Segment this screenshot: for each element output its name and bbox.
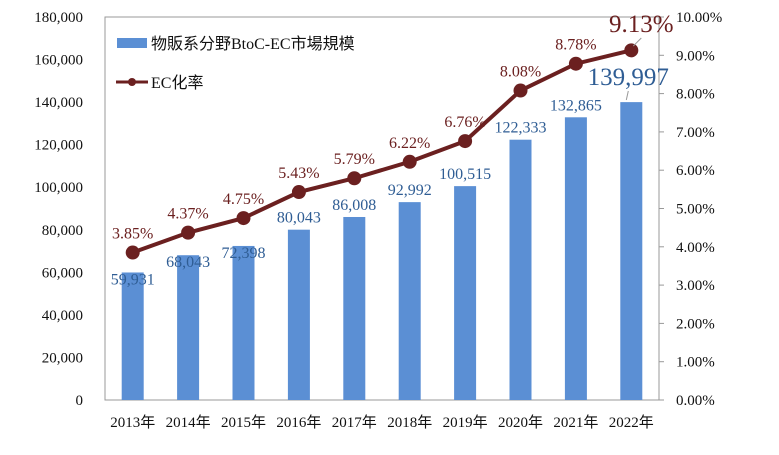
line-label-leader [632,37,642,47]
right-axis-tick-label: 9.00% [676,48,715,64]
bar [564,117,587,400]
line-data-label: 6.22% [389,135,430,152]
line-point [291,185,306,200]
right-axis-tick-label: 1.00% [676,355,715,371]
line-data-label: 4.37% [167,206,208,223]
right-axis-tick-label: 4.00% [676,240,715,256]
line-data-label: 8.78% [555,37,596,54]
bar-data-label: 132,865 [550,97,602,114]
left-axis-tick-label: 160,000 [34,53,83,69]
bar-data-label: 86,008 [332,197,376,214]
bar-label-leader [625,90,629,101]
bar [620,102,643,400]
x-tick-label: 2018年 [387,414,432,431]
bar-data-label: 59,931 [111,271,155,288]
bar-data-label: 139,997 [588,64,669,91]
x-tick-label: 2015年 [221,414,266,431]
bar-data-label: 80,043 [277,210,321,227]
right-axis-tick-label: 6.00% [676,163,715,179]
right-axis-tick-label: 2.00% [676,316,715,332]
line-data-label: 5.79% [334,151,375,168]
bar-data-label: 100,515 [439,166,491,183]
line-point [624,43,639,58]
x-tick-label: 2014年 [166,414,211,431]
line-data-label: 9.13% [609,11,674,38]
right-axis-tick-label: 0.00% [676,393,715,409]
line-data-label: 4.75% [223,191,264,208]
line-data-label: 3.85% [112,226,153,243]
bar-data-label: 92,992 [388,182,432,199]
left-axis-tick-label: 40,000 [42,308,83,324]
left-axis-tick-label: 140,000 [34,95,83,111]
x-tick-label: 2017年 [332,414,377,431]
left-axis-tick-label: 180,000 [34,10,83,26]
left-axis-tick-label: 60,000 [42,265,83,281]
left-axis-tick-label: 100,000 [34,180,83,196]
x-tick-label: 2022年 [609,414,654,431]
x-tick-label: 2020年 [498,414,543,431]
line-point [347,171,362,186]
legend-line-marker [128,78,136,86]
line-data-label: 8.08% [500,64,541,81]
x-tick-label: 2021年 [553,414,598,431]
left-axis: 0 20,000 40,000 60,000 80,000 100,000 120,000 1… [34,10,83,409]
line-data-label: 5.43% [278,165,319,182]
bar [509,139,532,400]
bar [232,245,255,400]
right-axis-tick-label: 10.00% [676,10,722,26]
left-axis-tick-label: 0 [76,393,84,409]
right-axis-tick-label: 8.00% [676,87,715,103]
x-axis-labels: 2013年 2014年 2015年 2016年 2017年 2018年 2019年 2020年… [110,414,654,431]
right-axis-tick-label: 5.00% [676,202,715,218]
bar [343,216,366,400]
legend-bar-label: 物販系分野BtoC-EC市場規模 [151,35,355,53]
x-tick-label: 2013年 [110,414,155,431]
bar-data-label: 68,043 [166,254,210,271]
bar [177,255,200,400]
line-series: 59,931 68,043 72,398 80,043 86,008 92,992 100,… [111,11,674,288]
line-point [513,83,528,98]
left-axis-tick-label: 120,000 [34,138,83,154]
bar [398,202,421,400]
bars [121,102,643,400]
right-axis-tick-label: 3.00% [676,278,715,294]
bar-data-label: 72,398 [222,245,266,262]
bar [287,229,310,400]
right-axis-tick-label: 7.00% [676,125,715,141]
line-path [132,48,632,255]
line-point [236,211,251,226]
x-tick-label: 2016年 [276,414,321,431]
line-point [402,154,417,169]
bar [454,186,477,400]
line-data-label: 6.76% [444,114,485,131]
x-tick-label: 2019年 [443,414,488,431]
line-point [181,225,196,240]
line-point [458,134,473,149]
line-point [568,56,583,71]
left-axis-tick-label: 80,000 [42,223,83,239]
legend-line-label: EC化率 [151,74,203,92]
legend: 物販系分野BtoC-EC市場規模 EC化率 [116,35,355,92]
legend-bar-swatch [117,38,147,48]
left-axis-tick-label: 20,000 [42,350,83,366]
line-point [125,245,140,260]
bar-data-label: 122,333 [495,120,547,137]
bar [121,272,144,400]
right-axis: 0.00% 1.00% 2.00% 3.00% 4.00% 5.00% 6.00% 7.00%… [659,10,722,409]
